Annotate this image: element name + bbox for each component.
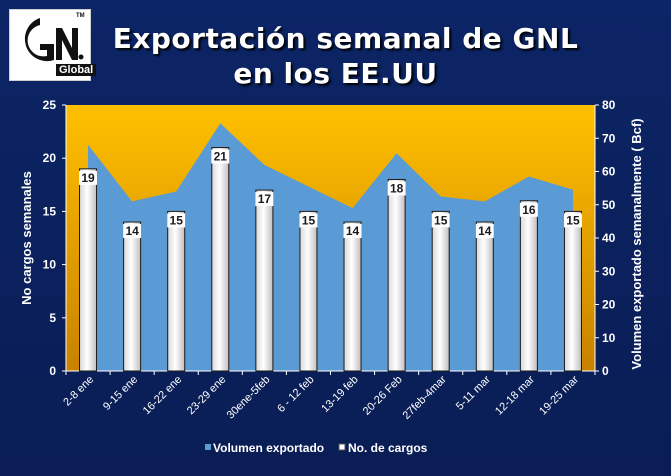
bar-value-label: 14 [125, 224, 139, 238]
bar-no-de-cargos [167, 210, 186, 372]
bar-no-de-cargos [123, 221, 142, 372]
bar-value-label: 15 [566, 213, 580, 227]
x-tick-label: 12-18 mar [493, 373, 537, 417]
bar-no-de-cargos [387, 178, 406, 372]
bar-value-label: 15 [170, 213, 184, 227]
bar-value-label-bg [167, 213, 186, 228]
bar-value-label: 19 [81, 171, 95, 185]
bar-value-label-bg [123, 224, 142, 239]
y-tick-label-right: 0 [602, 364, 609, 378]
bar-value-label-bg [255, 192, 274, 207]
chart-title-line-1: Exportación semanal de GNL [112, 22, 579, 55]
x-tick-label: 5-11 mar [454, 373, 493, 412]
y-tick-label-right: 40 [602, 231, 616, 245]
y-tick-label-left: 5 [49, 311, 56, 325]
y-tick-label-left: 0 [49, 364, 56, 378]
y-axis-title-right: Volumen exportado semanalmente ( Bcf) [629, 118, 644, 369]
logo-word: Global [56, 64, 97, 76]
bar-value-label: 17 [258, 192, 272, 206]
x-tick-label: 9-15 ene [101, 374, 140, 413]
chart-title-line-2: en los EE.UU [233, 57, 438, 90]
x-tick-label: 30ene-5feb [225, 374, 273, 422]
y-tick-label-right: 60 [602, 165, 616, 179]
bar-no-de-cargos [211, 147, 230, 372]
bar-value-label: 14 [346, 224, 360, 238]
y-tick-label-left: 25 [43, 98, 57, 112]
bar-value-label-bg [563, 213, 582, 228]
bar-value-label-bg [79, 170, 98, 185]
bar-value-label-bg [519, 202, 538, 217]
gnl-global-logo: TM [9, 9, 91, 81]
bar-value-label: 15 [302, 213, 316, 227]
bar-value-label: 16 [522, 203, 536, 217]
bar-value-label: 15 [434, 213, 448, 227]
y-tick-label-right: 20 [602, 298, 616, 312]
y-tick-label-right: 30 [602, 264, 616, 278]
bar-value-label: 14 [478, 224, 492, 238]
x-tick-label: 20-26 Feb [361, 374, 405, 418]
y-tick-label-right: 10 [602, 331, 616, 345]
bar-no-de-cargos [563, 210, 582, 372]
y-tick-label-right: 50 [602, 198, 616, 212]
x-tick-label: 2-8 ene [61, 374, 96, 409]
bar-value-label-bg [431, 213, 450, 228]
x-tick-label: 27feb-4mar [401, 373, 449, 421]
bar-value-label-bg [387, 181, 406, 196]
y-tick-label-left: 20 [43, 151, 57, 165]
legend-swatch-no-de-cargos [338, 443, 346, 451]
x-tick-label: 16-22 ene [141, 374, 185, 418]
legend-label-no-de-cargos: No. de cargos [348, 441, 428, 455]
x-tick-label: 13-19 feb [319, 374, 360, 415]
bar-no-de-cargos [475, 221, 494, 372]
bar-value-label: 21 [214, 150, 228, 164]
x-tick-label: 23-29 ene [185, 374, 229, 418]
bar-value-label-bg [475, 224, 494, 239]
bar-no-de-cargos [255, 189, 274, 372]
y-axis-title-left: No cargos semanales [19, 171, 34, 305]
bar-no-de-cargos [519, 200, 538, 372]
y-tick-label-right: 80 [602, 98, 616, 112]
bar-no-de-cargos [299, 210, 318, 372]
bar-value-label: 18 [390, 181, 404, 195]
logo-mark-icon [24, 18, 84, 62]
y-tick-label-right: 70 [602, 131, 616, 145]
logo-tm: TM [76, 13, 85, 19]
y-tick-label-left: 15 [43, 204, 57, 218]
y-tick-label-left: 10 [43, 258, 57, 272]
bar-value-label-bg [343, 224, 362, 239]
x-tick-label: 6 - 12 feb [275, 374, 316, 415]
area-series-volumen-exportado [88, 123, 573, 371]
x-tick-label: 19-25 mar [537, 373, 581, 417]
bar-no-de-cargos [343, 221, 362, 372]
bar-value-label-bg [211, 149, 230, 164]
legend-swatch-volumen-exportado [205, 444, 211, 450]
bar-value-label-bg [299, 213, 318, 228]
bar-no-de-cargos [431, 210, 450, 372]
bar-no-de-cargos [79, 168, 98, 372]
legend-label-volumen-exportado: Volumen exportado [213, 441, 324, 455]
